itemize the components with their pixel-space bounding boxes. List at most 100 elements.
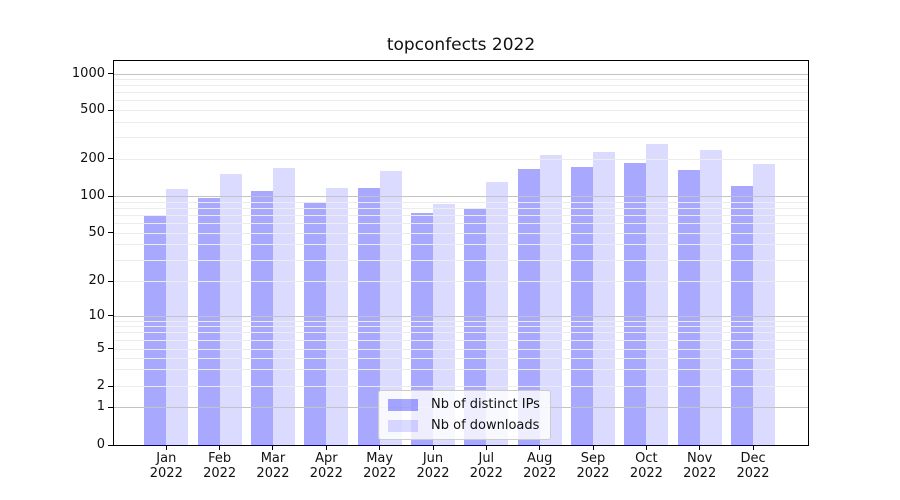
legend-item-downloads: Nb of downloads	[388, 417, 540, 434]
x-tick-month: Jun	[422, 451, 444, 466]
minor-gridline	[114, 320, 808, 322]
x-tick-year: 2022	[363, 466, 397, 481]
x-tick-year: 2022	[629, 466, 663, 481]
x-tick-year: 2022	[736, 466, 770, 481]
bar-jun-distinct-ips	[411, 212, 433, 446]
minor-gridline	[114, 79, 808, 81]
minor-gridline	[114, 85, 808, 87]
legend: Nb of distinct IPs Nb of downloads	[378, 390, 551, 440]
x-tick-mark	[379, 446, 381, 450]
y-tick-mark	[108, 385, 113, 387]
bar-jul-downloads	[486, 182, 509, 446]
bar-feb-downloads	[219, 174, 242, 446]
x-tick-mark	[699, 446, 701, 450]
y-tick-mark	[108, 109, 113, 111]
x-tick-label-nov: Nov 2022	[670, 451, 730, 481]
x-tick-year: 2022	[256, 466, 290, 481]
legend-item-distinct-ips: Nb of distinct IPs	[388, 396, 540, 413]
minor-gridline	[114, 232, 808, 234]
x-tick-mark	[539, 446, 541, 450]
x-tick-label-may: May 2022	[350, 451, 410, 481]
y-tick-label: 500	[80, 102, 105, 117]
x-tick-mark	[219, 446, 221, 450]
y-tick-label: 2	[96, 378, 105, 393]
y-tick-mark	[108, 280, 113, 282]
x-tick-mark	[592, 446, 594, 450]
x-tick-label-oct: Oct 2022	[616, 451, 676, 481]
y-tick-label: 100	[80, 188, 105, 203]
minor-gridline	[114, 332, 808, 334]
y-tick-mark	[108, 315, 113, 316]
x-tick-label-jan: Jan 2022	[136, 451, 196, 481]
x-tick-mark	[752, 446, 754, 450]
bar-aug-downloads	[539, 154, 562, 446]
chart-title: topconfects 2022	[386, 35, 536, 55]
bar-jan-downloads	[166, 188, 189, 446]
minor-gridline	[114, 222, 808, 224]
x-tick-mark	[485, 446, 487, 450]
y-tick-label: 5	[96, 340, 105, 356]
x-tick-label-mar: Mar 2022	[243, 451, 303, 481]
legend-swatch-distinct-ips	[388, 398, 418, 411]
y-tick-label: 200	[80, 150, 105, 166]
y-tick-mark	[108, 232, 113, 233]
x-tick-mark	[325, 446, 327, 450]
x-tick-label-aug: Aug 2022	[510, 451, 570, 481]
minor-gridline	[114, 110, 808, 111]
x-tick-month: Mar	[260, 451, 286, 466]
x-tick-mark	[432, 446, 434, 450]
y-tick-mark	[108, 348, 113, 349]
bar-may-downloads	[379, 170, 402, 446]
x-tick-month: Jul	[478, 451, 495, 466]
minor-gridline	[114, 326, 808, 328]
bar-sep-distinct-ips	[571, 166, 594, 446]
bar-oct-distinct-ips	[624, 163, 647, 446]
x-tick-month: Aug	[526, 451, 553, 466]
y-tick-mark	[108, 406, 113, 408]
x-tick-year: 2022	[309, 466, 343, 481]
minor-gridline	[114, 369, 808, 371]
y-tick-mark	[108, 195, 113, 197]
y-tick-label: 50	[88, 224, 105, 240]
x-tick-label-feb: Feb 2022	[190, 451, 250, 481]
y-tick-label: 1	[96, 399, 105, 414]
bar-oct-downloads	[646, 143, 669, 446]
minor-gridline	[114, 214, 808, 216]
bar-may-distinct-ips	[357, 187, 380, 446]
x-tick-mark	[165, 446, 167, 450]
minor-gridline	[114, 357, 808, 359]
plot-area: Nb of distinct IPs Nb of downloads	[113, 60, 809, 446]
bar-apr-downloads	[326, 188, 349, 446]
bar-jun-downloads	[433, 203, 455, 446]
bar-nov-downloads	[699, 150, 722, 446]
y-tick-label: 0	[96, 437, 105, 452]
bar-aug-distinct-ips	[517, 168, 540, 446]
x-tick-label-jul: Jul 2022	[456, 451, 516, 481]
bar-feb-distinct-ips	[197, 197, 220, 446]
bar-mar-distinct-ips	[250, 191, 273, 446]
legend-label-downloads: Nb of downloads	[431, 418, 540, 433]
x-tick-year: 2022	[523, 466, 557, 481]
minor-gridline	[114, 201, 808, 203]
minor-gridline	[114, 259, 808, 261]
minor-gridline	[114, 339, 808, 341]
x-tick-month: Apr	[315, 451, 338, 466]
minor-gridline	[114, 100, 808, 102]
y-tick-label: 20	[88, 273, 105, 288]
bar-mar-downloads	[272, 167, 295, 446]
minor-gridline	[114, 348, 808, 350]
minor-gridline	[114, 137, 808, 139]
legend-swatch-downloads	[388, 419, 418, 432]
minor-gridline	[114, 281, 808, 282]
minor-gridline	[114, 158, 808, 160]
y-tick-mark	[108, 73, 113, 74]
minor-gridline	[114, 121, 808, 123]
y-tick-mark	[108, 444, 113, 446]
major-gridline	[114, 315, 808, 317]
x-tick-year: 2022	[149, 466, 183, 481]
minor-gridline	[114, 244, 808, 246]
y-tick-label: 10	[88, 307, 105, 323]
x-tick-year: 2022	[683, 466, 717, 481]
bar-sep-downloads	[593, 152, 616, 446]
